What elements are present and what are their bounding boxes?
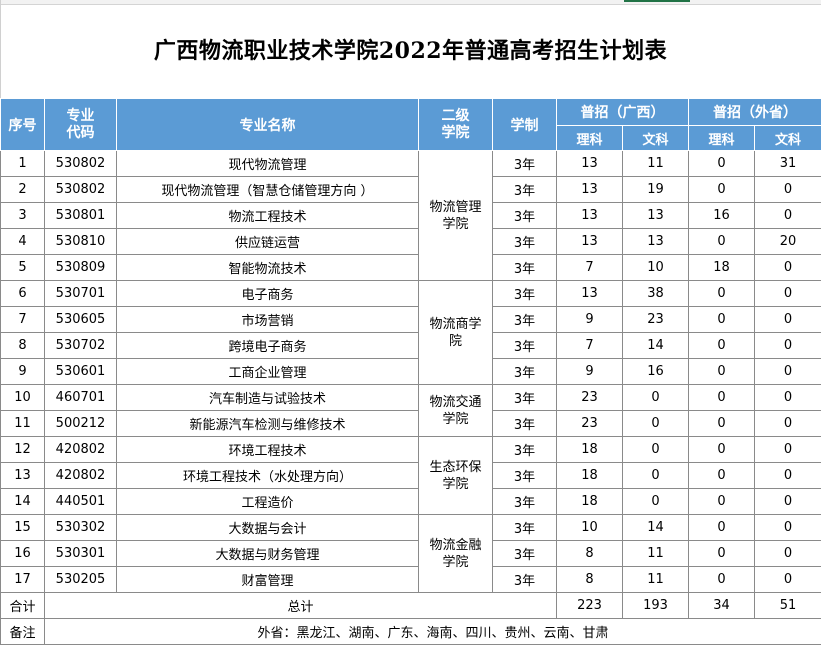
total-gx-arts: 193 bbox=[623, 593, 689, 619]
header-college: 二级学院 bbox=[419, 99, 493, 151]
college-cell: 物流金融学院 bbox=[419, 515, 493, 593]
total-label: 合计 bbox=[1, 593, 45, 619]
page-title: 广西物流职业技术学院2022年普通高考招生计划表 bbox=[0, 24, 821, 78]
spreadsheet-column-header-strip bbox=[0, 0, 821, 5]
total-out-science: 34 bbox=[689, 593, 755, 619]
selected-column-indicator bbox=[624, 0, 690, 2]
header-years: 学制 bbox=[493, 99, 557, 151]
header-out-arts: 文科 bbox=[755, 126, 821, 151]
header-gx-science: 理科 bbox=[557, 126, 623, 151]
header-guangxi: 普招（广西） bbox=[557, 99, 689, 126]
header-seq: 序号 bbox=[1, 99, 45, 151]
college-cell: 物流商学院 bbox=[419, 281, 493, 385]
total-out-arts: 51 bbox=[755, 593, 821, 619]
header-gx-arts: 文科 bbox=[623, 126, 689, 151]
college-cell: 物流交通学院 bbox=[419, 385, 493, 437]
total-mid-label: 总计 bbox=[45, 593, 557, 619]
header-out-of-province: 普招（外省） bbox=[689, 99, 821, 126]
header-major-code: 专业代码 bbox=[45, 99, 117, 151]
note-row: 备注 外省：黑龙江、湖南、广东、海南、四川、贵州、云南、甘肃 bbox=[1, 619, 821, 645]
note-text: 外省：黑龙江、湖南、广东、海南、四川、贵州、云南、甘肃 bbox=[45, 619, 821, 645]
header-major-name: 专业名称 bbox=[117, 99, 419, 151]
college-cell: 物流管理学院 bbox=[419, 151, 493, 281]
total-row: 合计 总计 223 193 34 51 bbox=[1, 593, 821, 619]
enrollment-plan-table: 序号 专业代码 专业名称 二级学院 学制 普招（广西） 普招（外省） 理科 文科… bbox=[0, 98, 821, 645]
header-out-science: 理科 bbox=[689, 126, 755, 151]
college-cell: 生态环保学院 bbox=[419, 437, 493, 515]
total-gx-science: 223 bbox=[557, 593, 623, 619]
note-label: 备注 bbox=[1, 619, 45, 645]
